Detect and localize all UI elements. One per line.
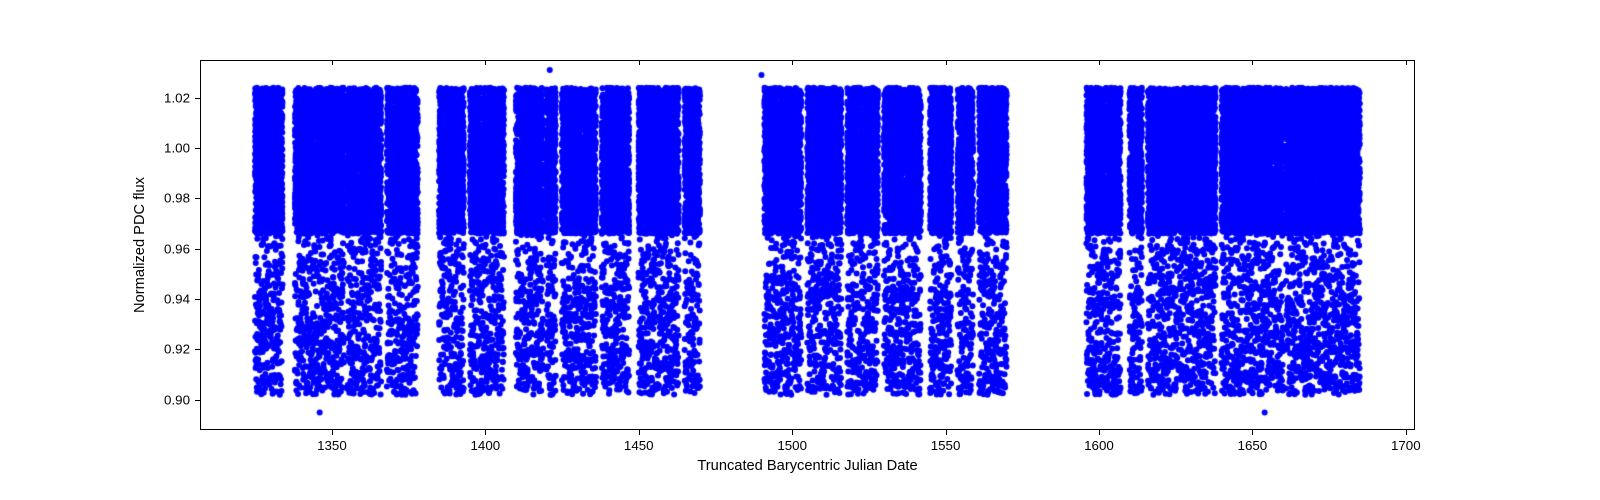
y-tick-mark bbox=[195, 299, 200, 300]
y-tick-mark bbox=[195, 98, 200, 99]
x-tick-mark bbox=[792, 430, 793, 435]
x-tick-mark bbox=[332, 60, 333, 65]
x-tick-label: 1450 bbox=[624, 438, 654, 453]
x-tick-mark bbox=[1099, 430, 1100, 435]
x-axis-label: Truncated Barycentric Julian Date bbox=[697, 458, 917, 474]
y-tick-label: 0.96 bbox=[164, 241, 190, 256]
x-tick-label: 1500 bbox=[777, 438, 807, 453]
x-tick-mark bbox=[1252, 430, 1253, 435]
y-tick-mark bbox=[195, 349, 200, 350]
x-tick-mark bbox=[332, 430, 333, 435]
x-tick-mark bbox=[485, 430, 486, 435]
x-tick-mark bbox=[639, 60, 640, 65]
y-tick-label: 0.90 bbox=[164, 392, 190, 407]
x-tick-mark bbox=[485, 60, 486, 65]
x-tick-mark bbox=[639, 430, 640, 435]
x-tick-mark bbox=[792, 60, 793, 65]
plot-axes bbox=[200, 60, 1415, 430]
x-tick-label: 1550 bbox=[931, 438, 961, 453]
x-tick-label: 1600 bbox=[1084, 438, 1114, 453]
y-tick-label: 0.92 bbox=[164, 342, 190, 357]
x-tick-mark bbox=[1252, 60, 1253, 65]
x-tick-label: 1400 bbox=[471, 438, 501, 453]
y-tick-mark bbox=[195, 148, 200, 149]
y-tick-label: 1.00 bbox=[164, 141, 190, 156]
y-tick-mark bbox=[195, 400, 200, 401]
y-tick-label: 1.02 bbox=[164, 90, 190, 105]
y-tick-label: 0.94 bbox=[164, 292, 190, 307]
y-tick-mark bbox=[195, 249, 200, 250]
x-tick-mark bbox=[946, 60, 947, 65]
scatter-canvas bbox=[200, 60, 1415, 430]
x-tick-mark bbox=[1099, 60, 1100, 65]
y-tick-mark bbox=[195, 198, 200, 199]
x-tick-mark bbox=[946, 430, 947, 435]
x-tick-mark bbox=[1406, 430, 1407, 435]
x-tick-label: 1650 bbox=[1238, 438, 1268, 453]
x-tick-label: 1350 bbox=[317, 438, 347, 453]
y-axis-label: Normalized PDC flux bbox=[132, 177, 148, 313]
y-tick-label: 0.98 bbox=[164, 191, 190, 206]
x-tick-mark bbox=[1406, 60, 1407, 65]
figure: 1350 1400 1450 1500 1550 1600 1650 1700 0.90 0.9… bbox=[0, 0, 1600, 500]
x-tick-label: 1700 bbox=[1391, 438, 1421, 453]
